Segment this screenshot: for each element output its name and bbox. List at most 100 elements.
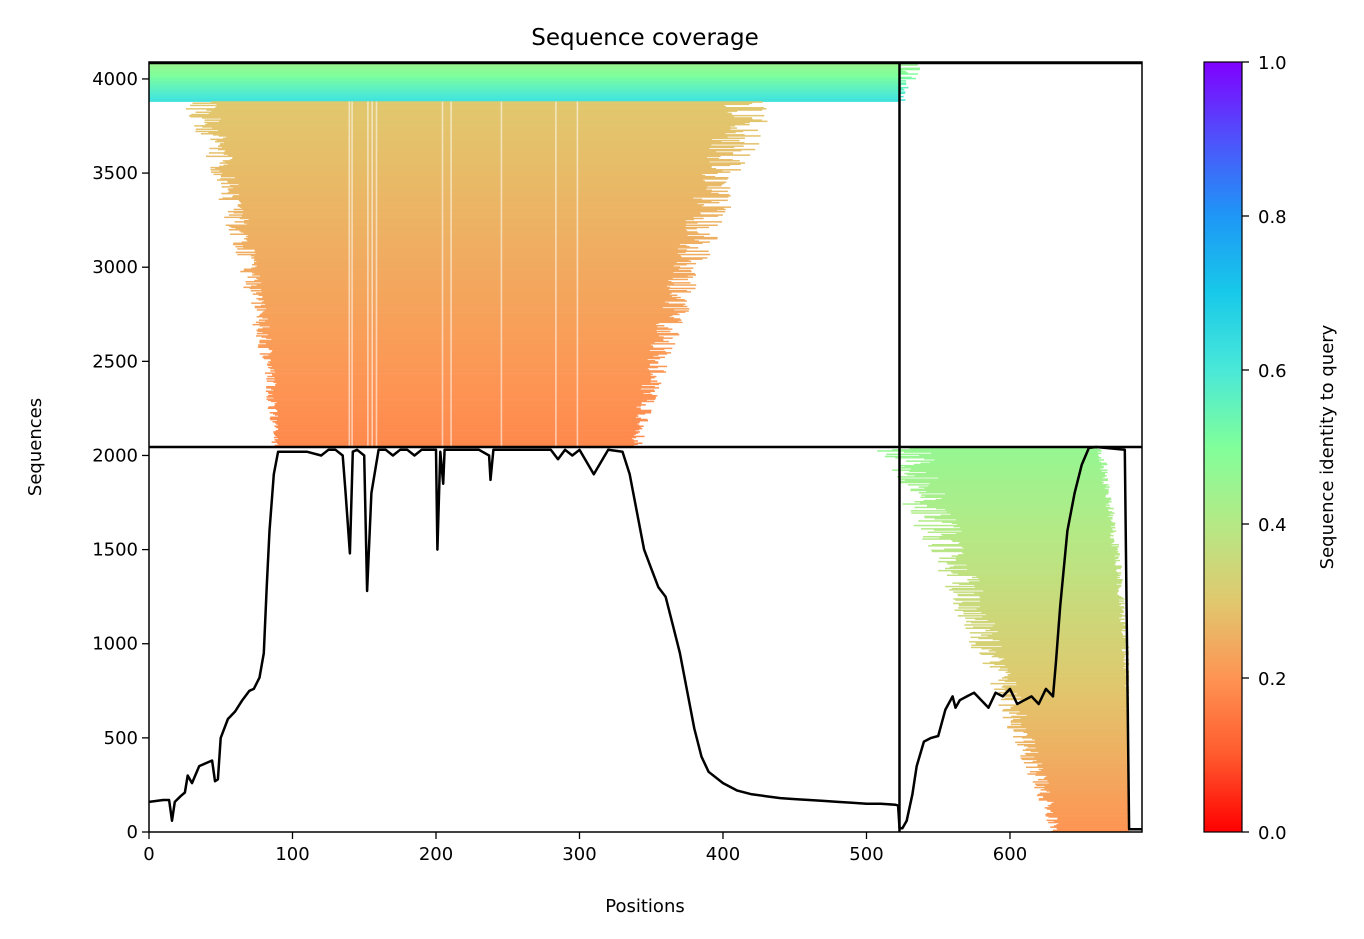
msa-row	[239, 206, 731, 208]
msa-row	[1046, 812, 1130, 815]
msa-row	[958, 607, 1125, 609]
msa-row	[235, 227, 697, 230]
msa-row	[1001, 645, 1125, 648]
msa-row	[1016, 681, 1126, 684]
msa-row	[241, 203, 698, 205]
msa-row	[1035, 747, 1128, 749]
msa-row	[913, 524, 1115, 527]
msa-row	[215, 168, 716, 170]
msa-row	[1005, 690, 1128, 693]
msa-row	[931, 452, 1102, 454]
colorbar-tick-label: 0.0	[1258, 823, 1287, 844]
msa-row	[947, 563, 1115, 565]
msa-row	[229, 184, 722, 187]
msa-row	[918, 486, 1110, 488]
msa-row	[269, 412, 652, 414]
x-tick-label: 600	[993, 844, 1027, 865]
msa-row	[958, 542, 1112, 545]
msa-row	[273, 436, 637, 439]
msa-row	[263, 300, 687, 302]
msa-row	[985, 629, 1126, 632]
msa-row	[1045, 813, 1130, 816]
msa-row	[268, 395, 658, 397]
msa-row	[958, 603, 1122, 606]
msa-row	[223, 142, 745, 144]
msa-row	[921, 528, 1113, 530]
msa-row	[210, 101, 763, 103]
msa-row	[273, 432, 639, 434]
msa-row	[999, 691, 1130, 694]
msa-row	[899, 464, 1102, 467]
msa-row	[952, 540, 1115, 543]
msa-row	[1002, 677, 1130, 679]
msa-row	[974, 584, 1122, 587]
msa-row	[224, 216, 694, 219]
msa-row	[254, 305, 688, 308]
msa-row	[227, 191, 712, 194]
msa-row	[266, 378, 652, 380]
msa-row	[264, 372, 651, 374]
msa-row	[208, 112, 732, 115]
msa-row	[970, 636, 1124, 639]
msa-row	[149, 73, 919, 75]
msa-row	[1003, 685, 1125, 687]
coverage-line	[149, 445, 1142, 831]
msa-block-paired_top	[149, 63, 921, 102]
msa-row	[149, 94, 901, 97]
y-tick-label: 0	[127, 822, 138, 843]
msa-row	[911, 512, 1115, 514]
msa-row	[1013, 719, 1130, 721]
msa-row	[1005, 671, 1130, 674]
msa-row	[920, 502, 1109, 504]
msa-row	[1050, 803, 1129, 806]
msa-layer	[149, 63, 1130, 832]
msa-row	[269, 326, 658, 328]
msa-row	[963, 612, 1121, 615]
msa-row	[1057, 828, 1130, 831]
msa-row	[1032, 760, 1130, 763]
msa-row	[274, 439, 634, 441]
msa-row	[1010, 707, 1126, 710]
msa-row	[998, 656, 1125, 659]
msa-row	[228, 210, 726, 213]
msa-gap-column	[375, 101, 378, 447]
msa-row	[274, 369, 650, 371]
msa-row	[992, 625, 1128, 627]
msa-row	[957, 615, 1126, 617]
msa-row	[260, 313, 680, 316]
msa-row	[995, 651, 1130, 653]
msa-row	[227, 154, 751, 156]
msa-row	[275, 371, 667, 373]
msa-row	[1024, 752, 1130, 755]
y-tick-label: 4000	[92, 69, 138, 90]
msa-row	[1004, 676, 1129, 678]
msa-row	[945, 508, 1108, 511]
msa-row	[980, 653, 1129, 655]
msa-row	[272, 374, 651, 377]
msa-row	[241, 215, 719, 217]
msa-gap-column	[351, 101, 353, 447]
msa-row	[262, 295, 672, 298]
msa-row	[1058, 823, 1130, 825]
msa-row	[274, 405, 641, 407]
msa-row	[275, 422, 640, 424]
msa-row	[149, 71, 907, 73]
msa-row	[206, 109, 763, 111]
msa-row	[270, 352, 672, 354]
msa-row	[924, 516, 1113, 519]
colorbar-tick-label: 1.0	[1258, 53, 1287, 74]
msa-row	[971, 621, 1125, 624]
msa-row	[992, 638, 1127, 641]
msa-row	[208, 131, 736, 134]
msa-row	[270, 400, 655, 403]
msa-row	[228, 229, 686, 231]
colorbar-label: Sequence identity to query	[1317, 324, 1338, 569]
msa-row	[1016, 684, 1128, 686]
msa-row	[270, 388, 641, 390]
msa-row	[259, 353, 668, 355]
msa-row	[267, 399, 647, 402]
msa-row	[974, 592, 1118, 594]
msa-row	[955, 599, 1120, 601]
msa-row	[907, 473, 1105, 476]
msa-row	[998, 669, 1129, 671]
